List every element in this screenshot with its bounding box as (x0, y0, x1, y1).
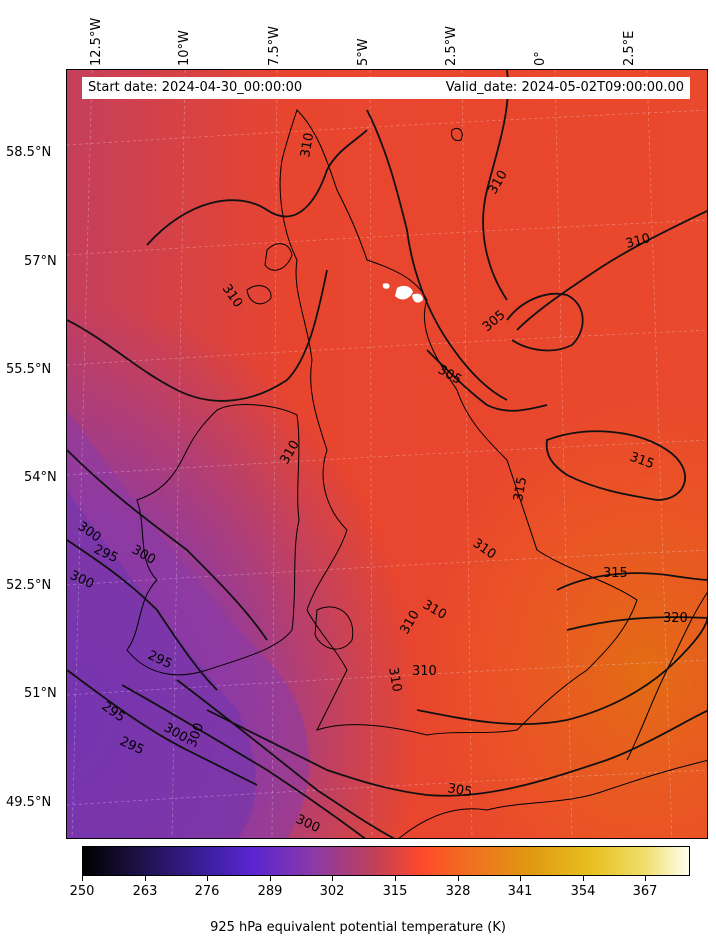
colorbar-label: 263 (132, 884, 158, 899)
map-canvas: 310 310 310 310 305 305 310 315 315 310 … (67, 70, 707, 838)
contour-label: 310 (298, 132, 317, 159)
colorbar-tick (520, 876, 521, 881)
lat-label-52-5n: 52.5°N (6, 578, 52, 593)
lon-label-7-5w: 7.5°W (267, 25, 282, 66)
colorbar-label: 289 (257, 884, 283, 899)
lat-label-55-5n: 55.5°N (6, 362, 52, 377)
contour-label: 310 (385, 666, 404, 693)
map-panel[interactable]: 310 310 310 310 305 305 310 315 315 310 … (66, 69, 708, 839)
contour-label: 315 (511, 476, 530, 503)
valid-date-label: Valid_date: 2024-05-02T09:00:00.00 (445, 80, 684, 95)
lat-label-49-5n: 49.5°N (6, 795, 52, 810)
lon-label-0: 0° (533, 51, 548, 66)
colorbar-tick (270, 876, 271, 881)
lon-label-5w: 5°W (356, 38, 371, 66)
contour-label: 315 (603, 566, 628, 581)
colorbar-tick (583, 876, 584, 881)
colorbar-label: 315 (382, 884, 408, 899)
colorbar-label: 341 (507, 884, 533, 899)
lat-label-57n: 57°N (24, 254, 57, 269)
colorbar-tick (82, 876, 83, 881)
contour-label: 310 (412, 664, 437, 679)
lat-label-58-5n: 58.5°N (6, 145, 52, 160)
contour-label: 320 (663, 611, 688, 626)
colorbar-label: 250 (69, 884, 95, 899)
graticule (67, 70, 707, 838)
cold-band (67, 490, 256, 838)
contour-label: 305 (446, 781, 473, 800)
lat-label-51n: 51°N (24, 686, 57, 701)
colorbar-tick (332, 876, 333, 881)
lat-label-54n: 54°N (24, 470, 57, 485)
colorbar-title: 925 hPa equivalent potential temperature… (210, 920, 506, 935)
colorbar-label: 276 (194, 884, 220, 899)
colorbar-label: 354 (570, 884, 596, 899)
white-patches (382, 283, 423, 303)
lon-label-2-5w: 2.5°W (444, 25, 459, 66)
start-date-label: Start date: 2024-04-30_00:00:00 (88, 80, 303, 95)
lon-label-12-5w: 12.5°W (89, 17, 104, 66)
lon-label-2-5e: 2.5°E (622, 30, 637, 66)
date-info-box: Start date: 2024-04-30_00:00:00 Valid_da… (82, 77, 690, 99)
colorbar-tick (458, 876, 459, 881)
colorbar-tick (645, 876, 646, 881)
contour-lines (67, 70, 707, 838)
colorbar-label: 367 (632, 884, 658, 899)
colorbar-label: 328 (445, 884, 471, 899)
colorbar (82, 846, 690, 876)
lon-label-10w: 10°W (177, 30, 192, 66)
colorbar-label: 302 (319, 884, 345, 899)
contour-label: 310 (624, 231, 652, 252)
colorbar-tick (145, 876, 146, 881)
colorbar-tick (207, 876, 208, 881)
colorbar-tick (395, 876, 396, 881)
